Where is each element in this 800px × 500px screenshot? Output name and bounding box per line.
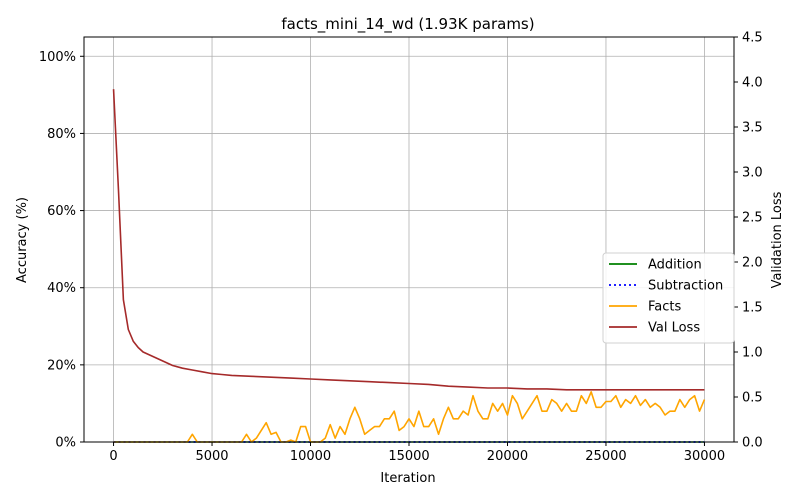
left-y-axis-label: Accuracy (%) — [15, 197, 30, 283]
y2-tick-label: 0.5 — [742, 391, 763, 406]
y-tick-label: 80% — [47, 127, 76, 142]
y-tick-label: 60% — [47, 204, 76, 219]
y2-tick-label: 1.5 — [742, 301, 763, 316]
y2-tick-label: 2.0 — [742, 256, 763, 271]
y2-tick-label: 0.0 — [742, 436, 763, 451]
x-tick-label: 5000 — [195, 449, 228, 464]
y-tick-label: 100% — [39, 50, 76, 65]
y-tick-label: 40% — [47, 281, 76, 296]
y2-tick-label: 1.0 — [742, 346, 763, 361]
right-y-axis-label: Validation Loss — [770, 191, 785, 288]
y2-tick-label: 4.5 — [742, 31, 763, 46]
x-tick-label: 25000 — [585, 449, 626, 464]
x-tick-label: 30000 — [684, 449, 725, 464]
legend-box — [602, 252, 735, 344]
legend-label: Addition — [648, 258, 702, 273]
x-axis-label: Iteration — [380, 471, 435, 486]
y2-tick-label: 2.5 — [742, 211, 763, 226]
x-tick-label: 20000 — [487, 449, 528, 464]
legend-label: Subtraction — [648, 279, 723, 294]
chart-title: facts_mini_14_wd (1.93K params) — [281, 15, 534, 34]
y2-tick-label: 3.5 — [742, 121, 763, 136]
y2-tick-label: 4.0 — [742, 76, 763, 91]
y-tick-label: 0% — [55, 436, 76, 451]
left-y-axis-ticks: 0% 20% 40% 60% 80% 100% — [39, 50, 84, 451]
legend-label: Facts — [648, 300, 681, 315]
x-tick-label: 0 — [109, 449, 117, 464]
legend-label: Val Loss — [648, 321, 700, 336]
y-tick-label: 20% — [47, 358, 76, 373]
series-line-val-loss — [112, 89, 705, 391]
right-y-axis-ticks: 0.0 0.5 1.0 1.5 2.0 2.5 3.0 3.5 4.0 4.5 — [734, 31, 763, 451]
x-axis-ticks: 0 5000 10000 15000 20000 25000 30000 — [109, 442, 725, 464]
y2-tick-label: 3.0 — [742, 166, 763, 181]
x-tick-label: 15000 — [388, 449, 429, 464]
series-line-facts — [113, 391, 706, 443]
x-tick-label: 10000 — [290, 449, 331, 464]
legend: Addition Subtraction Facts Val Loss — [602, 252, 735, 344]
